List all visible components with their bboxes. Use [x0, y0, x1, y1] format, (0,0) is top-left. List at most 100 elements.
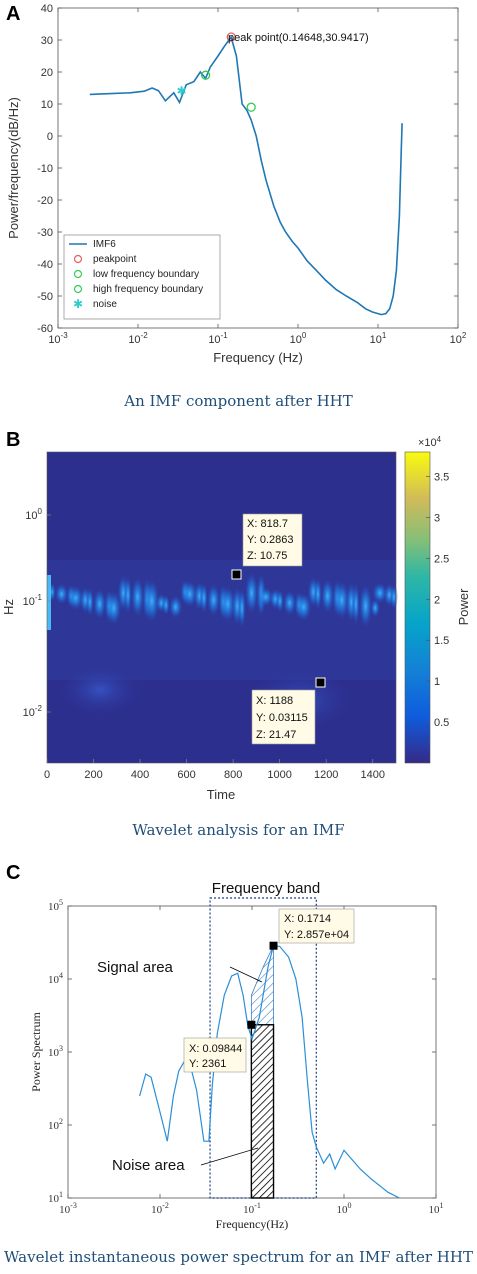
panel-a-letter: A	[6, 3, 20, 25]
energy-blob	[86, 587, 94, 617]
energy-blob	[282, 590, 297, 616]
high-frequency-boundary-marker	[246, 102, 256, 112]
x-tick-label: 101	[429, 1201, 444, 1216]
panel-a-caption: An IMF component after HHT	[123, 392, 353, 410]
energy-blob	[238, 587, 246, 629]
datatip-c-1-box	[278, 908, 355, 944]
y-tick-label: -30	[37, 227, 53, 239]
datatip-c-2-box	[183, 1037, 247, 1073]
x-tick-label: 10-2	[128, 331, 148, 346]
energy-blob	[333, 580, 350, 620]
datatip-2[interactable]: X: 1188 Y: 0.03115 Z: 21.47	[251, 677, 326, 745]
datatip-c-1[interactable]: X: 0.1714 Y: 2.857e+04	[269, 908, 355, 950]
frequency-band-box	[209, 897, 317, 1199]
energy-blob	[390, 584, 398, 610]
panel-a-markers: ✱	[176, 32, 256, 112]
energy-blob	[54, 583, 69, 605]
colorbar-tick-label: 1.5	[434, 635, 449, 647]
x-tick-label: 200	[84, 769, 102, 781]
datatip-2-box	[251, 689, 316, 745]
colorbar-tick-label: 0.5	[434, 717, 449, 729]
panel-c-xlabel: Frequency(Hz)	[216, 1217, 289, 1231]
y-tick-label: 103	[48, 1044, 63, 1059]
panel-a: A 10-3 10-2 10-1 100 101 102-60-50-40-30-20-1…	[6, 3, 467, 410]
datatip-c-2[interactable]: X: 0.09844 Y: 2361	[183, 1020, 256, 1073]
datatip-2-x: X: 1188	[256, 695, 293, 707]
y-tick-label: 10-1	[23, 593, 43, 608]
energy-blob	[200, 582, 208, 614]
y-tick-label: -50	[37, 291, 53, 303]
datatip-1[interactable]: X: 818.7 Y: 0.2863 Z: 10.75	[231, 513, 303, 580]
peak-annotation: peak point(0.14648,30.9417)	[228, 32, 369, 44]
noise-area-label: Noise area	[112, 1157, 185, 1174]
panel-a-ticks: 10-3 10-2 10-1 100 101 102 -60 -50 -40 -30 -20 -10 0…	[37, 3, 467, 346]
panel-c-caption: Wavelet instantaneous power spectrum for…	[4, 1248, 473, 1266]
heatmap-low-blob	[60, 665, 140, 715]
x-tick-label: 600	[177, 769, 195, 781]
legend-peakpoint: peakpoint	[93, 254, 137, 265]
energy-blob	[143, 578, 160, 624]
energy-blob	[206, 583, 221, 617]
y-tick-label: 102	[48, 1117, 63, 1132]
colorbar-tick-label: 3	[434, 512, 440, 524]
datatip-c-1-y: Y: 2.857e+04	[284, 929, 349, 941]
panel-a-xlabel: Frequency (Hz)	[213, 350, 303, 365]
low-frequency-boundary-marker	[200, 70, 211, 80]
energy-blob	[168, 595, 183, 619]
datatip-1-x: X: 818.7	[247, 518, 288, 530]
x-tick-label: 10-1	[243, 1201, 261, 1216]
x-tick-label: 0	[44, 769, 50, 781]
legend-noise-star-icon: ✱	[73, 297, 83, 311]
panel-c-letter: C	[6, 862, 20, 884]
noise-area-pointer	[200, 1147, 259, 1166]
y-tick-label: 30	[41, 35, 53, 47]
colorbar-tick-label: 3.5	[434, 472, 449, 484]
energy-blob	[358, 583, 373, 629]
legend-noise: noise	[93, 299, 117, 310]
y-tick-label: 105	[48, 898, 63, 913]
colorbar-gradient	[404, 451, 431, 764]
datatip-c-1-marker	[269, 941, 278, 950]
legend-imf6: IMF6	[93, 239, 116, 250]
x-tick-label: 100	[290, 331, 307, 346]
energy-blob	[320, 578, 335, 614]
power-spectrum-line	[139, 945, 400, 1199]
energy-blob	[276, 589, 284, 613]
y-tick-label: 100	[25, 507, 42, 522]
legend-low-circle-icon	[73, 269, 83, 279]
frequency-band-title: Frequency band	[212, 880, 320, 897]
y-tick-label: 0	[47, 131, 53, 143]
y-tick-label: 10	[41, 99, 53, 111]
x-tick-label: 800	[224, 769, 242, 781]
datatip-1-y: Y: 0.2863	[247, 534, 294, 546]
x-tick-label: 102	[450, 331, 467, 346]
panel-b-caption: Wavelet analysis for an IMF	[132, 821, 344, 839]
y-tick-label: 20	[41, 67, 53, 79]
colorbar-label: Power	[456, 588, 471, 626]
energy-blob	[92, 588, 107, 620]
panel-b: B 0 200 400 600 800 1000 1200 1400 100 10-1 10-2 X…	[1, 429, 471, 839]
panel-b-xlabel: Time	[207, 787, 235, 802]
panel-b-ylabel: Hz	[1, 599, 16, 615]
heatmap-mid-band	[47, 560, 396, 680]
colorbar-tick-label: 2	[434, 594, 440, 606]
x-tick-label: 10-3	[48, 331, 68, 346]
legend-box	[63, 234, 221, 320]
datatip-2-z: Z: 21.47	[256, 729, 296, 741]
x-tick-label: 400	[131, 769, 149, 781]
datatip-c-2-marker	[247, 1020, 256, 1029]
legend-peak-circle-icon	[73, 254, 83, 264]
legend-high-boundary: high frequency boundary	[93, 284, 203, 295]
panel-b-plot-frame	[46, 451, 397, 764]
energy-edge	[47, 575, 51, 630]
panel-b-letter: B	[6, 429, 20, 451]
colorbar-tick-label: 2.5	[434, 553, 449, 565]
imf6-series-line	[89, 35, 403, 316]
datatip-1-marker	[231, 569, 242, 580]
legend-high-circle-icon	[73, 284, 83, 294]
noise-marker: ✱	[176, 84, 186, 98]
signal-area-label: Signal area	[97, 959, 174, 976]
panel-c-ticks: 10-3 10-2 10-1 100 101 101 102 103 104 105	[48, 898, 444, 1216]
x-tick-label: 10-1	[208, 331, 228, 346]
energy-blob	[352, 582, 360, 626]
